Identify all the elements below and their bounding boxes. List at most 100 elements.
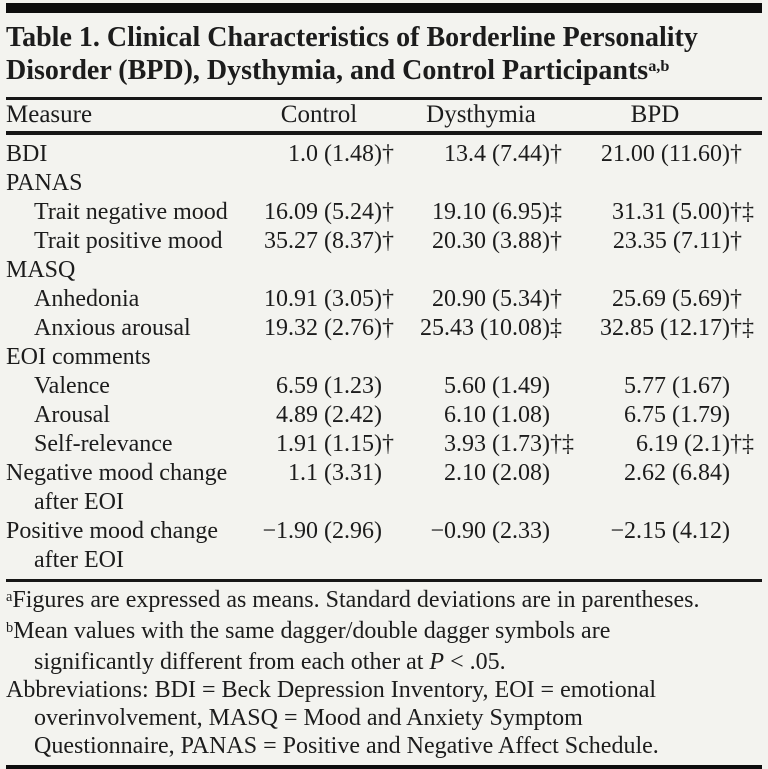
significance-marker: †‡ [550,431,574,457]
value-cell: −0.90 (2.33) [412,517,580,575]
value-cell: 6.10 (1.08) [412,401,580,430]
value-cell: 25.43 (10.08) ‡ [412,314,580,343]
row-label: Trait positive mood [34,228,223,254]
significance-marker: ‡ [550,315,562,341]
value-cell: 2.10 (2.08) [412,459,580,517]
column-header-row: Measure Control Dysthymia BPD [6,100,764,131]
table-row: Arousal 4.89 (2.42) 6.10 (1.08) 6.75 (1.79) [6,401,764,430]
significance-marker: † [550,228,562,254]
mean-sd-value: 6.75 (1.79) [624,402,730,428]
table-row: Anhedonia 10.91 (3.05) † 20.90 (5.34) † 25.69… [6,285,764,314]
table-row: MASQ [6,256,764,285]
row-label: Trait negative mood [34,199,228,225]
footnote-b-italic-p: P [429,649,445,675]
title-line2: Disorder (BPD), Dysthymia, and Control P… [6,55,649,86]
row-label-continuation: after EOI [34,547,124,573]
divider-under-title [6,97,762,100]
significance-marker: † [382,199,394,225]
row-label: MASQ [6,257,76,283]
table-row: Positive mood change after EOI −1.90 (2.96… [6,517,764,575]
row-label: Anxious arousal [34,315,191,341]
significance-marker: † [382,315,394,341]
mean-sd-value: 6.10 (1.08) [444,402,550,428]
table-row: Trait positive mood 35.27 (8.37) † 20.30 (3… [6,227,764,256]
footnote-b: bMean values with the same dagger/double… [6,617,764,676]
row-label: Valence [34,373,110,399]
row-label: Negative mood change after EOI [6,459,256,517]
col-header-control: Control [280,101,358,128]
value-cell: 5.60 (1.49) [412,372,580,401]
value-cell: 6.59 (1.23) [256,372,412,401]
footnotes: aFigures are expressed as means. Standar… [6,582,764,762]
divider-above-footnotes [6,579,762,582]
footnote-a-marker: a [6,588,13,605]
significance-marker: † [382,286,394,312]
row-label: Anhedonia [34,286,140,312]
value-cell: 4.89 (2.42) [256,401,412,430]
mean-sd-value: 25.43 (10.08) [420,315,550,341]
value-cell: 19.32 (2.76) † [256,314,412,343]
mean-sd-value: −2.15 (4.12) [610,518,730,544]
value-cell: 6.19 (2.1) †‡ [580,430,760,459]
row-label: BDI [6,141,48,167]
value-cell: 31.31 (5.00) †‡ [580,198,760,227]
mean-sd-value: 1.91 (1.15) [276,431,382,457]
footnote-b-line1: Mean values with the same dagger/double … [13,618,611,644]
mean-sd-value: 25.69 (5.69) [612,286,730,312]
mean-sd-value: 23.35 (7.11) [612,228,730,254]
value-cell: 13.4 (7.44) † [412,140,580,169]
value-cell: 1.1 (3.31) [256,459,412,517]
value-cell: 10.91 (3.05) † [256,285,412,314]
divider-under-header [6,131,762,135]
value-cell: −2.15 (4.12) [580,517,760,575]
footnote-b-line2-pre: significantly different from each other … [34,649,430,675]
mean-sd-value: 5.60 (1.49) [444,373,550,399]
footnote-b-line2: significantly different from each other … [6,648,764,676]
table-figure: Table 1. Clinical Characteristics of Bor… [6,3,764,769]
row-label: Positive mood change after EOI [6,517,256,575]
mean-sd-value: 6.19 (2.1) [636,431,730,457]
significance-marker: †‡ [730,431,754,457]
value-cell: 21.00 (11.60) † [580,140,760,169]
title-superscript: a,b [648,56,670,75]
table-row: Trait negative mood 16.09 (5.24) † 19.10 (6… [6,198,764,227]
footnote-b-line2-post: < .05. [444,649,506,675]
footnote-a-text: Figures are expressed as means. Standard… [12,587,700,613]
value-cell: 20.90 (5.34) † [412,285,580,314]
title-line1: Table 1. Clinical Characteristics of Bor… [6,22,698,53]
mean-sd-value: 16.09 (5.24) [264,199,382,225]
value-cell: 5.77 (1.67) [580,372,760,401]
mean-sd-value: 1.0 (1.48) [288,141,382,167]
value-cell: 1.0 (1.48) † [256,140,412,169]
row-label-continuation: after EOI [34,489,124,515]
row-label: EOI comments [6,344,151,370]
significance-marker: ‡ [550,199,562,225]
abbreviations-line1: Abbreviations: BDI = Beck Depression Inv… [6,677,657,703]
significance-marker: † [550,141,562,167]
mean-sd-value: 19.10 (6.95) [432,199,550,225]
table-body: BDI 1.0 (1.48) † 13.4 (7.44) † 21.00 (11.60) †… [6,135,764,579]
mean-sd-value: 6.59 (1.23) [276,373,382,399]
significance-marker: † [382,228,394,254]
value-cell: 23.35 (7.11) † [580,227,760,256]
col-header-dysthymia: Dysthymia [426,101,536,128]
footnote-b-marker: b [6,619,14,636]
top-border-bar [6,3,762,13]
mean-sd-value: 31.31 (5.00) [612,199,730,225]
abbreviations-line2: overinvolvement, MASQ = Mood and Anxiety… [34,705,583,731]
value-cell: 25.69 (5.69) † [580,285,760,314]
table-row: EOI comments [6,343,764,372]
col-header-measure: Measure [6,101,93,128]
table-row: Valence 6.59 (1.23) 5.60 (1.49) 5.77 (1.67) [6,372,764,401]
table-row: PANAS [6,169,764,198]
mean-sd-value: 32.85 (12.17) [600,315,730,341]
table-row: Self-relevance 1.91 (1.15) † 3.93 (1.73) †‡ 6… [6,430,764,459]
significance-marker: † [382,141,394,167]
mean-sd-value: 20.30 (3.88) [432,228,550,254]
mean-sd-value: 2.10 (2.08) [444,460,550,486]
mean-sd-value: 1.1 (3.31) [288,460,382,486]
footnote-abbreviations: Abbreviations: BDI = Beck Depression Inv… [6,676,764,760]
mean-sd-value: 35.27 (8.37) [264,228,382,254]
value-cell: 6.75 (1.79) [580,401,760,430]
significance-marker: † [730,228,742,254]
